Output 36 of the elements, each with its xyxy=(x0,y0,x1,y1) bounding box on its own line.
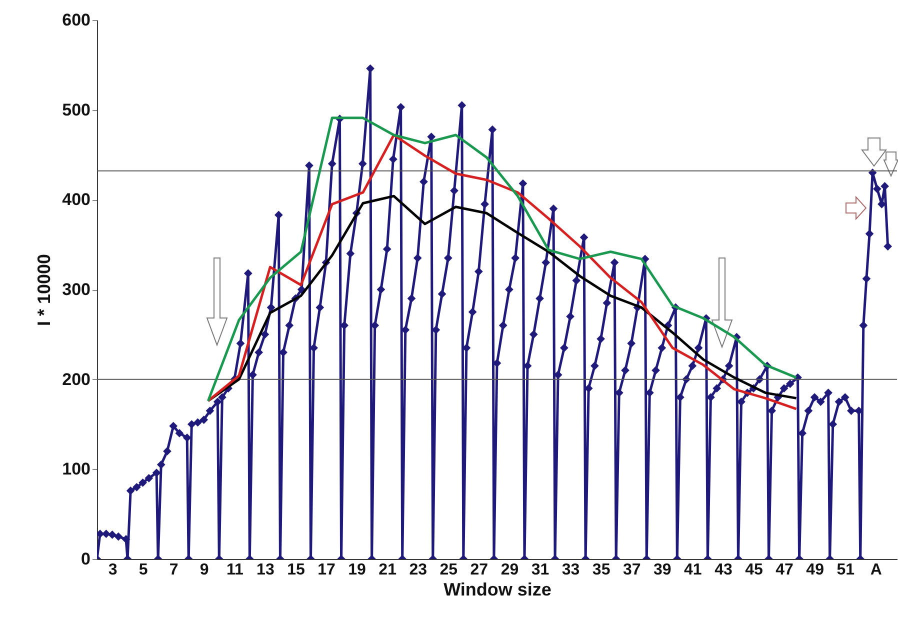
x-tick-label: 45 xyxy=(745,562,763,578)
y-tick-label: 600 xyxy=(62,10,90,30)
x-tick-label: 13 xyxy=(256,562,274,578)
x-tick-label: 23 xyxy=(409,562,428,578)
y-tick-label: 200 xyxy=(62,370,90,389)
x-tick-label: 29 xyxy=(500,562,519,578)
x-tick-label: A xyxy=(870,562,882,578)
x-tick-label: 11 xyxy=(226,562,244,578)
x-tick-label: 9 xyxy=(200,562,209,578)
x-axis-title: Window size xyxy=(444,580,552,600)
y-tick-label: 400 xyxy=(62,190,90,210)
x-tick-label: 47 xyxy=(776,562,794,578)
x-tick-label: 31 xyxy=(531,562,550,578)
x-tick-label: 19 xyxy=(348,562,366,578)
y-tick-label: 0 xyxy=(81,550,90,568)
x-tick-label: 15 xyxy=(287,562,305,578)
x-tick-label: 25 xyxy=(440,562,458,578)
y-axis-title: I * 10000 xyxy=(34,254,54,326)
x-tick-label: 3 xyxy=(108,562,118,578)
x-tick-label: 33 xyxy=(562,562,580,578)
y-tick-label: 500 xyxy=(62,100,90,120)
x-tick-label: 41 xyxy=(684,562,702,578)
x-tick-label: 51 xyxy=(836,562,855,578)
x-tick-label: 7 xyxy=(169,562,178,578)
line-series xyxy=(206,194,798,402)
x-tick-label: 49 xyxy=(806,562,824,578)
y-tick-label: 100 xyxy=(62,460,90,479)
x-tick-label: 5 xyxy=(138,562,148,578)
x-tick-label: 17 xyxy=(318,562,336,578)
x-tick-label: 43 xyxy=(714,562,732,578)
y-tick-label: 300 xyxy=(62,280,90,299)
x-tick-label: 21 xyxy=(378,562,397,578)
x-tick-label: 37 xyxy=(622,562,641,578)
x-tick-label: 27 xyxy=(470,562,488,578)
x-tick-label: 39 xyxy=(653,562,672,578)
x-tick-label: 35 xyxy=(592,562,610,578)
